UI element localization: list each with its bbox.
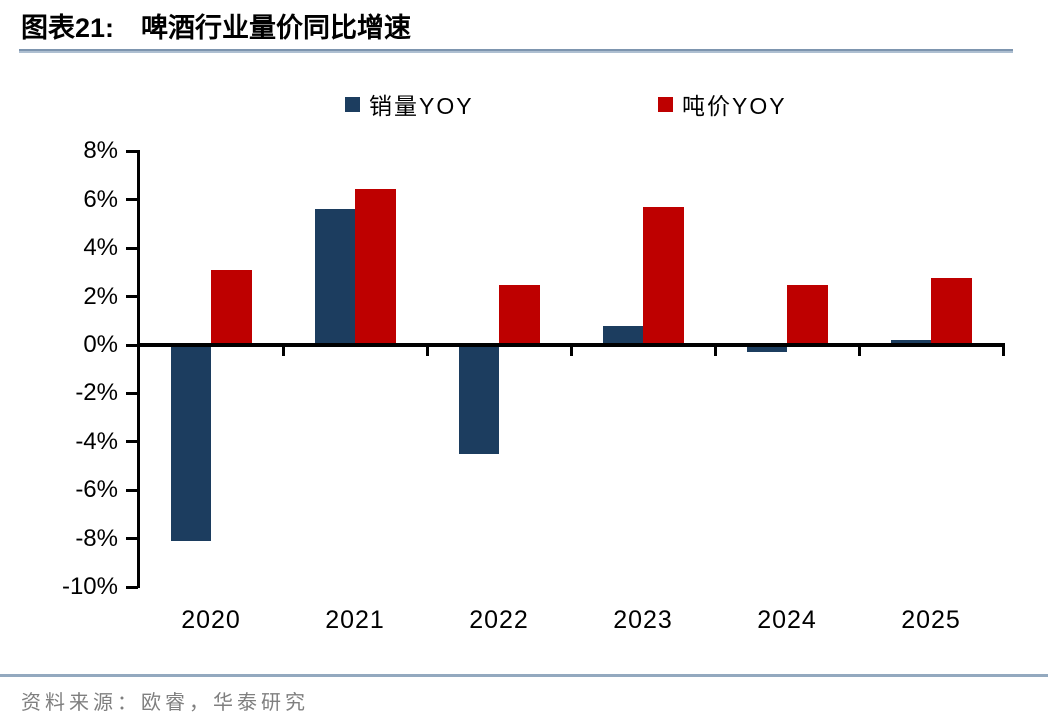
y-axis-tick <box>126 149 138 153</box>
bar-volume-2025 <box>891 340 931 345</box>
x-axis-tick <box>425 345 429 356</box>
y-tick-label: 8% <box>83 137 118 165</box>
source-note: 资料来源：欧睿，华泰研究 <box>21 692 309 714</box>
x-tick-label: 2022 <box>469 606 529 634</box>
figure-title-row: 图表21: 啤酒行业量价同比增速 <box>21 6 411 45</box>
y-axis-tick <box>126 585 138 589</box>
bar-volume-2020 <box>171 345 211 542</box>
bar-price-2021 <box>355 188 396 345</box>
bar-price-2023 <box>643 207 684 345</box>
y-axis-tick <box>126 440 138 444</box>
legend-label-price: 吨价YOY <box>682 93 787 119</box>
bar-volume-2023 <box>603 325 643 345</box>
bar-price-2020 <box>211 269 252 345</box>
bar-volume-2022 <box>459 345 499 454</box>
y-axis-tick <box>126 295 138 299</box>
y-axis-tick <box>126 343 138 347</box>
x-axis-tick <box>569 345 573 356</box>
x-axis-tick <box>1001 345 1005 356</box>
x-tick-label: 2023 <box>613 606 673 634</box>
x-tick-label: 2024 <box>757 606 817 634</box>
bar-price-2024 <box>787 284 828 345</box>
x-axis-tick <box>857 345 861 356</box>
legend-item-volume-yoy: 销量YOY <box>345 90 474 119</box>
bar-volume-2024 <box>747 345 787 353</box>
y-axis-tick <box>126 488 138 492</box>
y-tick-label: 6% <box>83 185 118 213</box>
title-underline <box>19 49 1013 53</box>
y-tick-label: -10% <box>61 573 118 600</box>
legend-item-price-yoy: 吨价YOY <box>658 90 787 119</box>
y-tick-label: -2% <box>75 379 118 407</box>
x-axis-tick <box>281 345 285 356</box>
y-tick-label: -4% <box>75 427 118 455</box>
y-tick-label: 4% <box>83 234 118 262</box>
y-axis-tick <box>126 246 138 250</box>
figure-number-label: 图表21: <box>21 13 115 43</box>
bar-volume-2021 <box>315 209 355 345</box>
bar-price-2025 <box>931 278 972 345</box>
x-axis-tick <box>713 345 717 356</box>
y-axis-line <box>136 149 140 589</box>
legend-swatch-price-icon <box>658 96 673 112</box>
y-tick-label: -6% <box>75 476 118 504</box>
x-tick-label: 2021 <box>325 606 385 634</box>
legend-swatch-volume-icon <box>345 96 360 112</box>
x-tick-label: 2025 <box>901 606 961 634</box>
y-axis-tick <box>126 391 138 395</box>
x-tick-label: 2020 <box>181 606 241 634</box>
y-tick-label: 0% <box>83 331 118 358</box>
y-axis-tick <box>126 198 138 202</box>
y-tick-label: -8% <box>75 524 118 552</box>
y-tick-label: 2% <box>83 282 118 310</box>
bar-price-2022 <box>499 284 540 345</box>
legend-label-volume: 销量YOY <box>369 93 474 119</box>
y-axis-tick <box>126 537 138 541</box>
footer-divider <box>0 674 1048 677</box>
figure-title: 啤酒行业量价同比增速 <box>141 13 412 43</box>
